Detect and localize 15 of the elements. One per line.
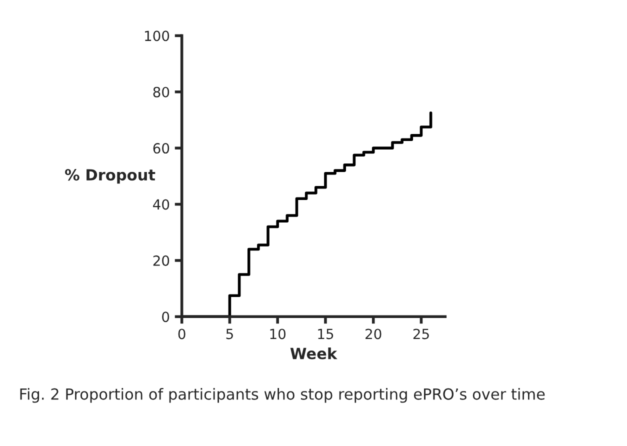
- y-axis-title: % Dropout: [65, 169, 156, 184]
- y-tick-label: 20: [153, 255, 170, 266]
- x-tick-label: 10: [270, 328, 286, 340]
- x-tick-label: 15: [318, 328, 334, 340]
- x-tick-label: 25: [413, 328, 429, 340]
- x-tick-label: 5: [226, 328, 233, 340]
- y-tick-label: 80: [153, 86, 170, 98]
- y-tick-label: 0: [162, 312, 170, 322]
- x-axis-title: Week: [290, 347, 338, 360]
- y-tick-label: 40: [153, 199, 170, 210]
- caption: Fig. 2 Proportion of participants who stop reporting ePRO’s over time: [20, 388, 545, 403]
- x-tick-label: 0: [178, 328, 186, 340]
- x-tick-label: 20: [366, 328, 382, 340]
- y-tick-label: 60: [153, 143, 170, 154]
- y-tick-label: 100: [145, 30, 170, 42]
